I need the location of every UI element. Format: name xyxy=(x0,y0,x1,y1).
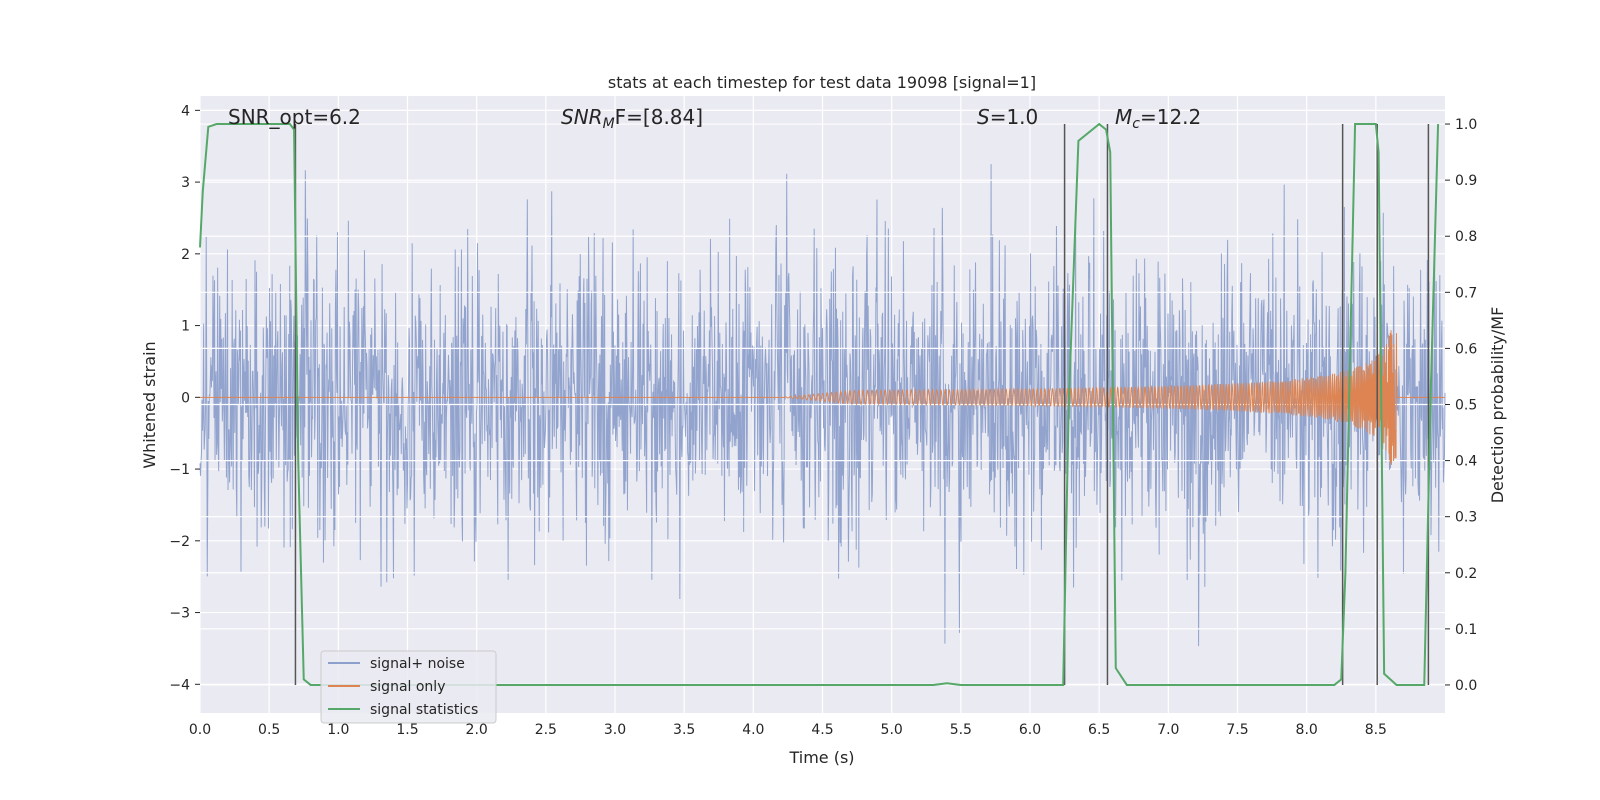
statistics-line xyxy=(199,122,1440,686)
x-tick-label-3: 1.5 xyxy=(396,722,418,738)
legend: signal+ noise signal only signal statist… xyxy=(320,650,497,724)
x-tick-label-12: 6.0 xyxy=(1019,722,1041,738)
y-tick-label-5: −1 xyxy=(169,462,190,478)
y2-tick-label-0: 1.0 xyxy=(1455,117,1477,133)
y2-tick-labels: 1.0 0.9 0.8 0.7 0.6 0.5 0.4 0.3 0.2 0.1 0.0 xyxy=(1445,117,1477,694)
x-tick-label-2: 1.0 xyxy=(327,722,349,738)
x-tick-label-4: 2.0 xyxy=(466,722,488,738)
x-tick-label-14: 7.0 xyxy=(1157,722,1179,738)
annotation-s: S=1.0 xyxy=(977,105,1038,129)
x-tick-label-9: 4.5 xyxy=(811,722,833,738)
x-tick-label-16: 8.0 xyxy=(1296,722,1318,738)
annotation-snr-mf: SNRMF=[8.84] xyxy=(561,105,703,132)
series-signal-statistics xyxy=(199,122,1440,686)
x-tick-label-8: 4.0 xyxy=(742,722,764,738)
chart-title: stats at each timestep for test data 190… xyxy=(608,73,1036,92)
y-tick-label-3: 1 xyxy=(181,319,190,335)
legend-label-statistics: signal statistics xyxy=(370,702,478,718)
x-tick-label-11: 5.5 xyxy=(950,722,972,738)
signal-only-line xyxy=(200,330,1445,465)
y2-tick-label-6: 0.4 xyxy=(1455,454,1477,470)
y2-tick-label-8: 0.2 xyxy=(1455,566,1477,582)
y2-tick-label-3: 0.7 xyxy=(1455,285,1477,301)
series-signal-only xyxy=(200,330,1445,465)
y2-tick-label-1: 0.9 xyxy=(1455,173,1477,189)
y2-tick-label-9: 0.1 xyxy=(1455,622,1477,638)
annotation-snr-opt: SNR_opt=6.2 xyxy=(228,105,361,129)
y-tick-label-8: −4 xyxy=(169,677,190,693)
x-tick-label-1: 0.5 xyxy=(258,722,280,738)
y2-tick-label-5: 0.5 xyxy=(1455,398,1477,414)
y2-tick-label-4: 0.6 xyxy=(1455,341,1477,357)
x-tick-label-6: 3.0 xyxy=(604,722,626,738)
y-tick-label-7: −3 xyxy=(169,606,190,622)
y-tick-label-6: −2 xyxy=(169,534,190,550)
legend-label-signal-only: signal only xyxy=(370,679,445,695)
y-tick-label-2: 2 xyxy=(181,247,190,263)
y-tick-labels: 4 3 2 1 0 −1 −2 −3 −4 xyxy=(169,103,200,693)
y2-tick-label-2: 0.8 xyxy=(1455,229,1477,245)
x-axis-label: Time (s) xyxy=(788,748,854,767)
y2-tick-label-10: 0.0 xyxy=(1455,678,1477,694)
x-tick-label-7: 3.5 xyxy=(673,722,695,738)
x-tick-label-17: 8.5 xyxy=(1365,722,1387,738)
legend-label-noise: signal+ noise xyxy=(370,656,465,672)
y2-tick-label-7: 0.3 xyxy=(1455,510,1477,526)
x-tick-labels: 0.0 0.5 1.0 1.5 2.0 2.5 3.0 3.5 4.0 4.5 5.0 5.5 6.0 6… xyxy=(189,722,1387,738)
y2-axis-label: Detection probability/MF xyxy=(1488,307,1507,504)
y-tick-label-4: 0 xyxy=(181,390,190,406)
x-tick-label-10: 5.0 xyxy=(881,722,903,738)
x-tick-label-5: 2.5 xyxy=(535,722,557,738)
legend-box xyxy=(320,650,497,724)
y-axis-label: Whitened strain xyxy=(140,341,159,468)
y-tick-label-1: 3 xyxy=(181,175,190,191)
x-tick-label-15: 7.5 xyxy=(1226,722,1248,738)
annotation-mc: Mc=12.2 xyxy=(1115,105,1201,132)
y-tick-label-0: 4 xyxy=(181,103,190,119)
x-tick-label-0: 0.0 xyxy=(189,722,211,738)
x-tick-label-13: 6.5 xyxy=(1088,722,1110,738)
